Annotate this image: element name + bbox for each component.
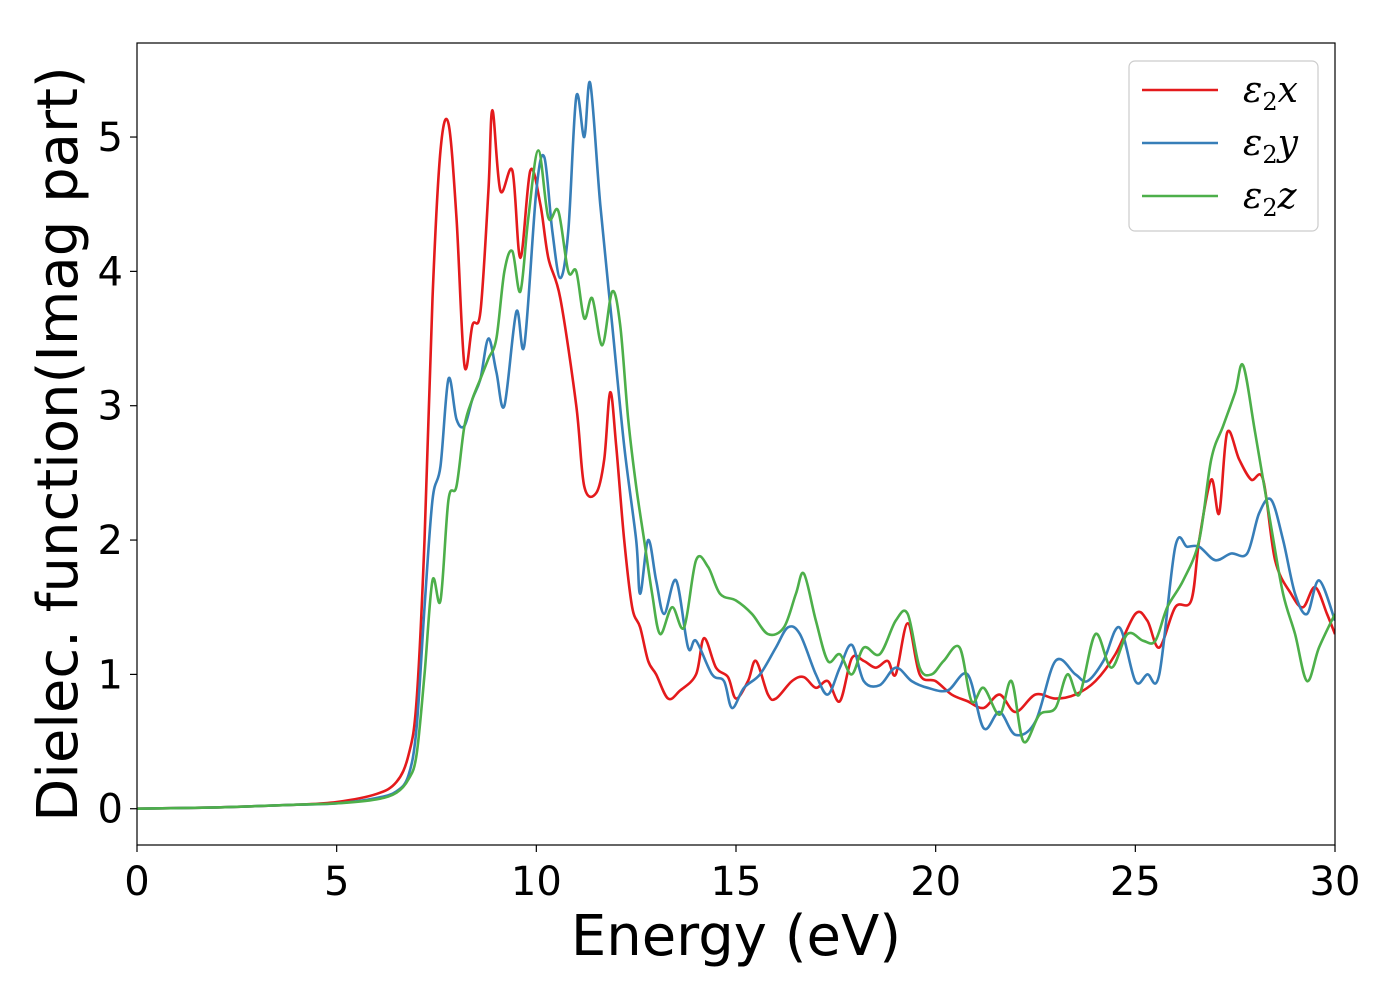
x-tick-label: 25 (1110, 859, 1161, 905)
x-axis-title: Energy (eV) (571, 904, 901, 969)
y-tick-label: 5 (98, 115, 123, 161)
legend-box (1128, 60, 1319, 232)
x-axis: 0 5 10 15 20 25 30 (124, 845, 1360, 905)
x-tick-label: 20 (910, 859, 961, 905)
x-tick-label: 15 (711, 859, 762, 905)
y-tick-label: 1 (98, 652, 123, 698)
y-axis: 0 1 2 3 4 5 (98, 115, 137, 833)
x-tick-label: 0 (124, 859, 149, 905)
legend-label-2: ε2z (1243, 176, 1298, 222)
series-line-0 (137, 108, 1335, 811)
y-tick-label: 3 (98, 384, 123, 430)
x-tick-label: 30 (1310, 859, 1361, 905)
legend-label-1: ε2y (1243, 123, 1299, 169)
y-axis-title: Dielec. function(Imag part) (26, 66, 91, 822)
y-tick-label: 0 (98, 787, 123, 833)
y-tick-label: 2 (98, 518, 123, 564)
series-line-2 (137, 149, 1335, 811)
series-layer (137, 80, 1335, 811)
legend-label-0: ε2x (1243, 70, 1298, 116)
legend: ε2x ε2y ε2z (1128, 60, 1319, 232)
y-tick-label: 4 (98, 249, 123, 295)
x-tick-label: 5 (324, 859, 349, 905)
x-tick-label: 10 (511, 859, 562, 905)
